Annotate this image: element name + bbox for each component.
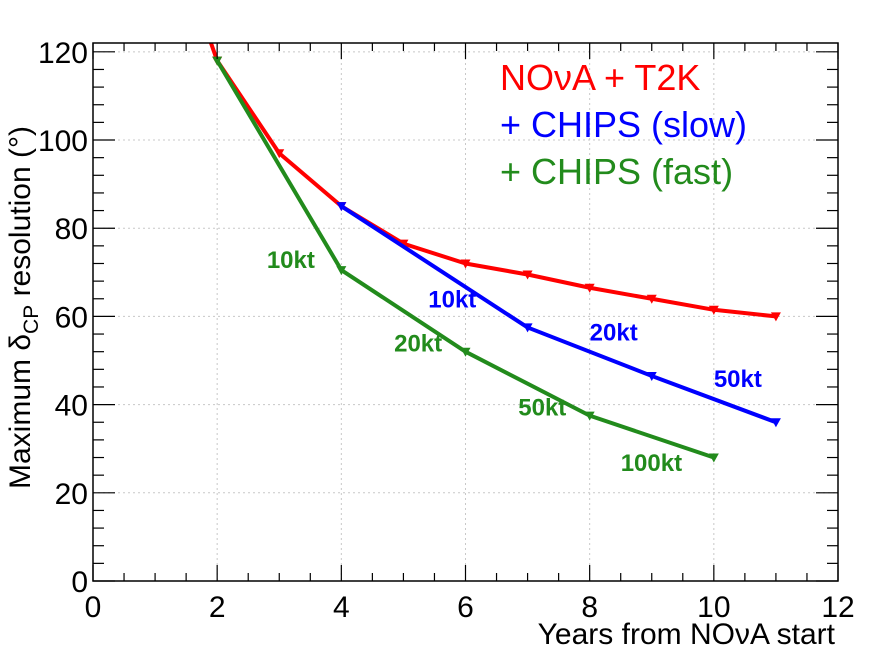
series-marker-0 — [646, 294, 657, 304]
series-marker-0 — [522, 270, 533, 280]
series-marker-0 — [274, 149, 285, 159]
x-tick-label: 6 — [457, 591, 474, 624]
annotation-label: 10kt — [267, 247, 315, 274]
x-axis-title: Years from NOνA start — [538, 618, 836, 649]
x-tick-label: 2 — [209, 591, 226, 624]
y-axis-title-suffix: resolution (°) — [4, 126, 37, 305]
x-tick-label: 12 — [821, 591, 854, 624]
annotation-label: 20kt — [590, 320, 638, 347]
series-marker-2 — [460, 347, 471, 357]
legend: NOνA + T2K + CHIPS (slow) + CHIPS (fast) — [500, 57, 747, 192]
series-line-1 — [339, 204, 778, 425]
series-marker-1 — [770, 418, 781, 428]
annotation-label: 100kt — [621, 450, 682, 477]
series-marker-0 — [708, 305, 719, 315]
legend-entry: NOνA + T2K — [500, 57, 700, 98]
series-marker-0 — [770, 312, 781, 322]
annotation-label: 20kt — [394, 331, 442, 358]
axis-ticks — [92, 43, 839, 582]
series-layer — [208, 43, 781, 463]
y-tick-label: 80 — [55, 213, 88, 246]
series-marker-2 — [708, 453, 719, 463]
x-tick-label: 10 — [697, 591, 730, 624]
series-marker-2 — [584, 411, 595, 421]
y-tick-label: 40 — [55, 390, 88, 423]
series-marker-1 — [646, 371, 657, 381]
series-marker-0 — [398, 239, 409, 249]
legend-entry: + CHIPS (fast) — [500, 151, 733, 192]
x-tick-label: 0 — [85, 591, 102, 624]
annotation-label: 10kt — [428, 287, 476, 314]
series-marker-1 — [522, 323, 533, 333]
x-tick-label: 4 — [333, 591, 350, 624]
series-marker-2 — [336, 266, 347, 276]
y-axis-title-prefix: Maximum δ — [4, 334, 37, 489]
y-tick-label: 120 — [38, 37, 88, 70]
annotation-label: 50kt — [518, 395, 566, 422]
y-tick-label: 20 — [55, 478, 88, 511]
y-tick-label: 60 — [55, 301, 88, 334]
annotations: 10kt 20kt 50kt 100kt 10kt 20kt 50kt — [267, 247, 762, 477]
series-marker-2 — [212, 56, 223, 66]
series-marker-0 — [584, 283, 595, 293]
x-tick-label: 8 — [581, 591, 598, 624]
y-axis-title: Maximum δCP resolution (°) — [4, 126, 43, 489]
series-marker-1 — [336, 202, 347, 212]
y-axis-title-subscript: CP — [20, 305, 43, 334]
legend-entry: + CHIPS (slow) — [500, 104, 747, 145]
y-tick-label: 0 — [71, 566, 88, 599]
series-marker-0 — [460, 259, 471, 269]
annotation-label: 50kt — [714, 366, 762, 393]
y-tick-label: 100 — [38, 125, 88, 158]
